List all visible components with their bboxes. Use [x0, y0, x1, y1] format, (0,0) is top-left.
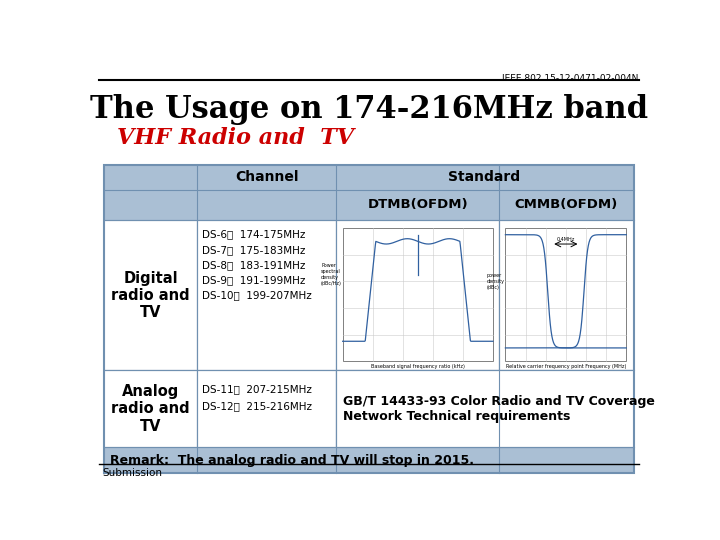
Text: Analog
radio and
TV: Analog radio and TV [111, 384, 190, 434]
FancyBboxPatch shape [197, 220, 336, 370]
FancyBboxPatch shape [336, 220, 499, 370]
FancyBboxPatch shape [343, 228, 493, 361]
Text: GB/T 14433-93 Color Radio and TV Coverage
Network Technical requirements: GB/T 14433-93 Color Radio and TV Coverag… [343, 395, 654, 423]
Text: Power
spectral
density
(dBc/Hz): Power spectral density (dBc/Hz) [321, 264, 342, 286]
FancyBboxPatch shape [197, 370, 336, 448]
Text: VHF Radio and  TV: VHF Radio and TV [117, 127, 354, 149]
FancyBboxPatch shape [505, 228, 626, 361]
FancyBboxPatch shape [104, 370, 197, 448]
Text: DS-6：  174-175MHz
DS-7：  175-183MHz
DS-8：  183-191MHz
DS-9：  191-199MHz
DS-10：  : DS-6： 174-175MHz DS-7： 175-183MHz DS-8： … [202, 230, 311, 300]
FancyBboxPatch shape [499, 370, 632, 448]
Text: Channel: Channel [235, 170, 299, 184]
Text: Standard: Standard [449, 170, 521, 184]
Text: Digital
radio and
TV: Digital radio and TV [111, 271, 190, 320]
Text: DS-11：  207-215MHz
DS-12：  215-216MHz: DS-11： 207-215MHz DS-12： 215-216MHz [202, 384, 312, 411]
Text: power
density
(dBc): power density (dBc) [487, 273, 505, 289]
Text: The Usage on 174-216MHz band: The Usage on 174-216MHz band [90, 94, 648, 125]
Text: CMMB(OFDM): CMMB(OFDM) [514, 198, 618, 212]
FancyBboxPatch shape [104, 165, 634, 473]
Text: Baseband signal frequency ratio (kHz): Baseband signal frequency ratio (kHz) [371, 364, 465, 369]
FancyBboxPatch shape [336, 370, 499, 448]
Text: Remark:  The analog radio and TV will stop in 2015.: Remark: The analog radio and TV will sto… [110, 454, 474, 467]
Text: DTMB(OFDM): DTMB(OFDM) [367, 198, 468, 212]
Text: Submission: Submission [102, 468, 163, 477]
Text: IEEE 802.15-12-0471-02-004N: IEEE 802.15-12-0471-02-004N [503, 74, 639, 83]
FancyBboxPatch shape [104, 220, 197, 370]
Text: Relative carrier frequency point Frequency (MHz): Relative carrier frequency point Frequen… [505, 364, 626, 369]
Text: 0.4MHz: 0.4MHz [557, 237, 575, 242]
FancyBboxPatch shape [499, 220, 632, 370]
FancyBboxPatch shape [336, 370, 632, 448]
